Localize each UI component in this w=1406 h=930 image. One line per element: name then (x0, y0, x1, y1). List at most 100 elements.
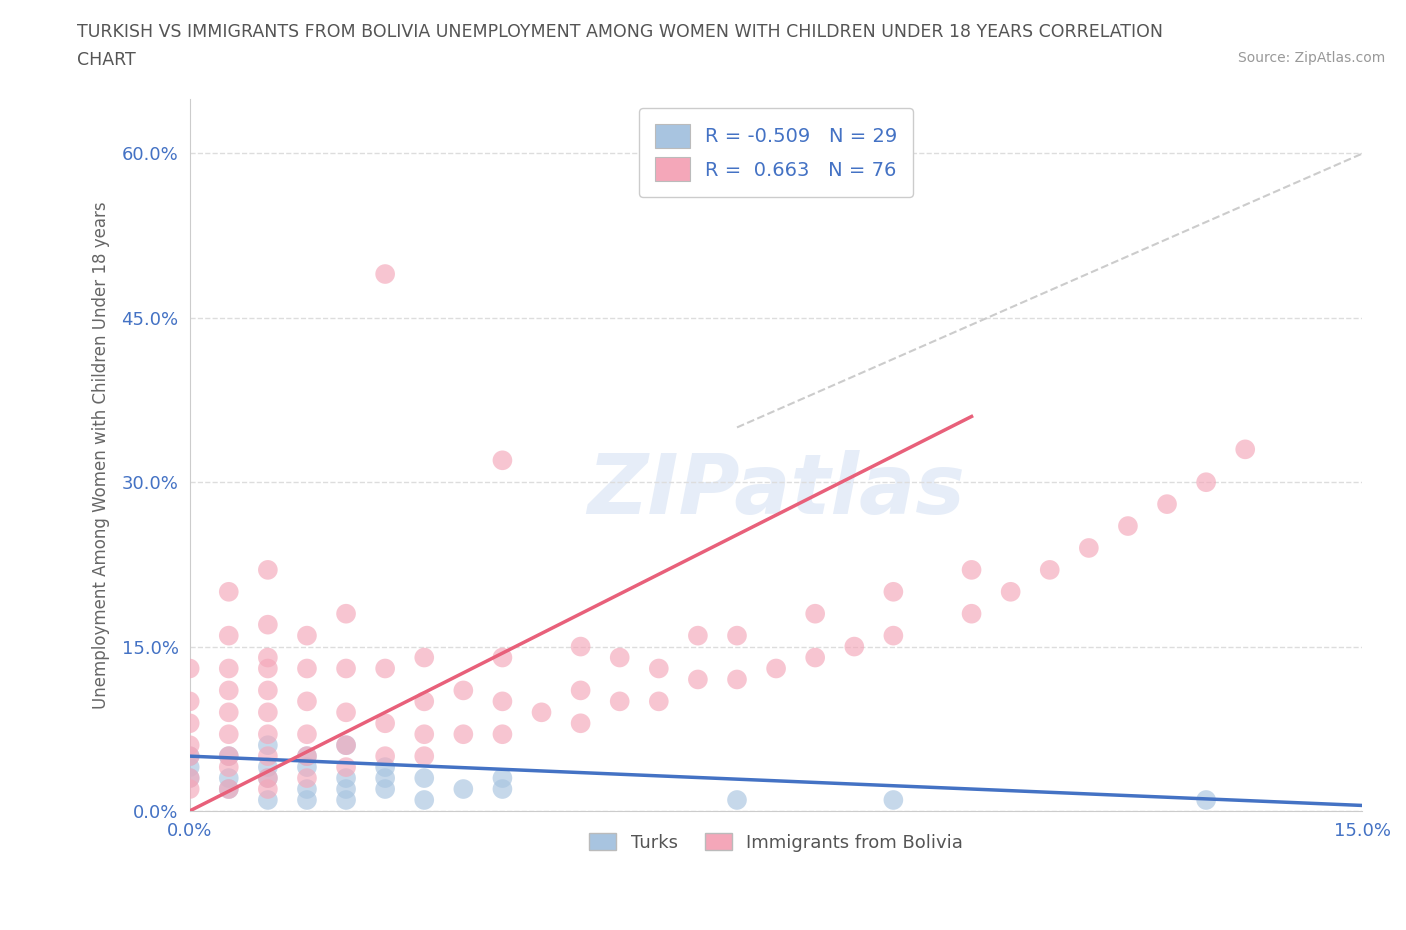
Point (374, 267, 396, 282)
Point (374, 781, 396, 796)
Point (218, 683, 240, 698)
Point (179, 737, 201, 752)
Point (335, 792, 357, 807)
Point (960, 606, 983, 621)
Point (453, 781, 475, 796)
Point (1234, 442, 1257, 457)
Point (413, 694, 436, 709)
Point (218, 727, 240, 742)
Point (491, 727, 513, 742)
Point (257, 760, 280, 775)
Point (335, 771, 357, 786)
Point (882, 584, 904, 599)
Point (960, 563, 983, 578)
Point (179, 781, 201, 796)
Point (569, 716, 592, 731)
Point (295, 628, 318, 643)
Point (844, 639, 866, 654)
Point (1116, 519, 1139, 534)
Point (1077, 540, 1099, 555)
Point (257, 771, 280, 786)
Point (413, 771, 436, 786)
Text: Source: ZipAtlas.com: Source: ZipAtlas.com (1237, 51, 1385, 65)
Point (686, 672, 709, 687)
Point (413, 727, 436, 742)
Point (374, 749, 396, 764)
Point (295, 760, 318, 775)
Point (295, 749, 318, 764)
Point (257, 705, 280, 720)
Point (295, 792, 318, 807)
Point (453, 683, 475, 698)
Point (413, 749, 436, 764)
Point (804, 650, 827, 665)
Point (491, 694, 513, 709)
Point (609, 694, 631, 709)
Point (882, 628, 904, 643)
Legend: Turks, Immigrants from Bolivia: Turks, Immigrants from Bolivia (582, 826, 970, 859)
Point (491, 453, 513, 468)
Point (257, 749, 280, 764)
Text: ZIPatlas: ZIPatlas (588, 450, 965, 531)
Point (257, 683, 280, 698)
Point (257, 737, 280, 752)
Point (374, 716, 396, 731)
Point (569, 683, 592, 698)
Point (648, 694, 671, 709)
Point (295, 749, 318, 764)
Point (1039, 563, 1062, 578)
Point (569, 639, 592, 654)
Point (335, 705, 357, 720)
Point (295, 661, 318, 676)
Point (491, 650, 513, 665)
Point (335, 760, 357, 775)
Point (530, 705, 553, 720)
Point (295, 781, 318, 796)
Point (804, 606, 827, 621)
Point (413, 650, 436, 665)
Point (179, 771, 201, 786)
Point (257, 650, 280, 665)
Point (218, 760, 240, 775)
Point (179, 661, 201, 676)
Point (453, 727, 475, 742)
Point (218, 771, 240, 786)
Point (218, 661, 240, 676)
Point (257, 771, 280, 786)
Point (257, 563, 280, 578)
Point (609, 650, 631, 665)
Point (179, 694, 201, 709)
Point (335, 781, 357, 796)
Point (179, 716, 201, 731)
Point (491, 771, 513, 786)
Point (257, 661, 280, 676)
Point (257, 727, 280, 742)
Point (335, 737, 357, 752)
Point (257, 792, 280, 807)
Point (218, 749, 240, 764)
Point (218, 781, 240, 796)
Point (218, 781, 240, 796)
Point (374, 661, 396, 676)
Point (257, 781, 280, 796)
Y-axis label: Unemployment Among Women with Children Under 18 years: Unemployment Among Women with Children U… (93, 201, 110, 709)
Point (725, 792, 748, 807)
Point (218, 749, 240, 764)
Point (725, 672, 748, 687)
Point (335, 606, 357, 621)
Text: CHART: CHART (77, 51, 136, 69)
Point (295, 771, 318, 786)
Point (179, 760, 201, 775)
Point (1195, 792, 1218, 807)
Point (335, 737, 357, 752)
Text: TURKISH VS IMMIGRANTS FROM BOLIVIA UNEMPLOYMENT AMONG WOMEN WITH CHILDREN UNDER : TURKISH VS IMMIGRANTS FROM BOLIVIA UNEMP… (77, 23, 1163, 41)
Point (179, 749, 201, 764)
Point (374, 771, 396, 786)
Point (491, 781, 513, 796)
Point (1195, 475, 1218, 490)
Point (218, 628, 240, 643)
Point (257, 618, 280, 632)
Point (295, 727, 318, 742)
Point (882, 792, 904, 807)
Point (179, 749, 201, 764)
